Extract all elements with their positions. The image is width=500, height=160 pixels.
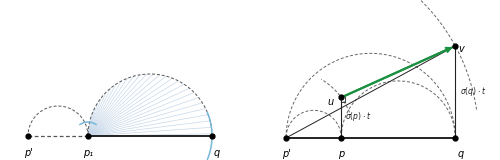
Text: v: v <box>458 44 464 54</box>
Text: u: u <box>328 97 334 108</box>
Text: q: q <box>457 149 464 159</box>
Text: $\sigma(p)\cdot t$: $\sigma(p)\cdot t$ <box>345 110 371 123</box>
Text: q: q <box>214 148 220 158</box>
Text: p: p <box>338 149 344 159</box>
Text: p': p' <box>282 149 290 159</box>
Text: p₁: p₁ <box>83 148 93 158</box>
Text: $\sigma(q)\cdot t$: $\sigma(q)\cdot t$ <box>460 85 486 98</box>
Text: p': p' <box>24 148 32 158</box>
